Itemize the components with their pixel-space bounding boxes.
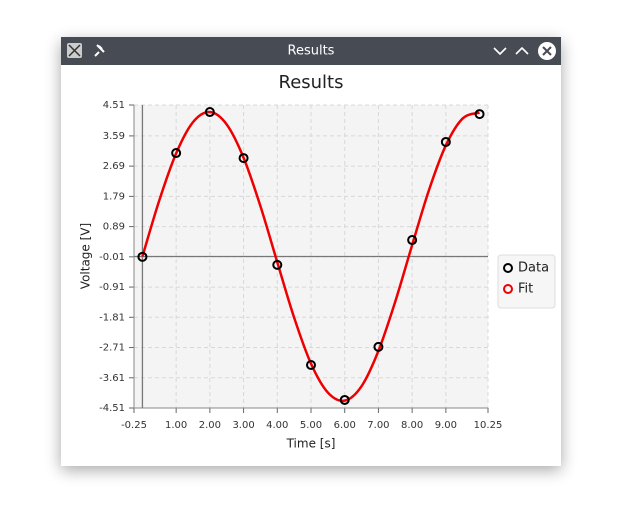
y-axis-label: Voltage [V] xyxy=(79,223,93,289)
chart-title: Results xyxy=(279,72,344,93)
data-point xyxy=(137,251,148,262)
data-point xyxy=(204,107,215,118)
data-point xyxy=(407,235,418,246)
x-axis-label: Time [s] xyxy=(286,437,336,451)
y-tick-label: 0.89 xyxy=(103,222,125,233)
data-point xyxy=(272,259,283,270)
legend-label: Data xyxy=(518,261,549,276)
pin-button[interactable] xyxy=(94,44,105,57)
maximize-button[interactable] xyxy=(515,46,529,55)
y-tick-label: -3.61 xyxy=(99,373,125,384)
y-tick-label: 3.59 xyxy=(103,131,125,142)
y-tick-label: -0.91 xyxy=(99,282,125,293)
y-tick-label: 2.69 xyxy=(103,161,125,172)
x-tick-label: 6.00 xyxy=(334,420,356,431)
close-glyph xyxy=(542,46,552,56)
data-point xyxy=(373,341,384,352)
y-tick-label: 4.51 xyxy=(103,100,125,111)
data-point xyxy=(440,136,451,147)
y-tick-label: -4.51 xyxy=(99,403,125,414)
x-tick-label: 8.00 xyxy=(401,420,423,431)
y-tick-label: -0.01 xyxy=(99,252,125,263)
x-tick-label: 4.00 xyxy=(266,420,288,431)
legend-label: Fit xyxy=(518,282,533,297)
data-point xyxy=(171,148,182,159)
y-tick-label: 1.79 xyxy=(103,191,125,202)
data-point xyxy=(306,360,316,371)
y-tick-label: -1.81 xyxy=(99,312,125,323)
window-title: Results xyxy=(288,44,335,59)
app-icon-glyph xyxy=(68,44,81,57)
x-tick-label: -0.25 xyxy=(121,420,147,431)
title-bar xyxy=(61,37,561,65)
x-tick-label: 9.00 xyxy=(435,420,457,431)
x-tick-label: 10.25 xyxy=(474,420,503,431)
x-tick-label: 1.00 xyxy=(165,420,187,431)
data-point xyxy=(339,394,350,405)
legend-marker xyxy=(503,284,513,294)
data-point xyxy=(238,153,249,164)
y-tick-label: -2.71 xyxy=(99,343,125,354)
legend-marker xyxy=(503,263,513,273)
x-tick-label: 2.00 xyxy=(199,420,221,431)
x-tick-label: 5.00 xyxy=(300,420,322,431)
minimize-button[interactable] xyxy=(493,47,507,56)
fit-line xyxy=(141,110,480,403)
x-tick-label: 7.00 xyxy=(367,420,389,431)
x-tick-label: 3.00 xyxy=(232,420,254,431)
data-point xyxy=(474,109,485,120)
